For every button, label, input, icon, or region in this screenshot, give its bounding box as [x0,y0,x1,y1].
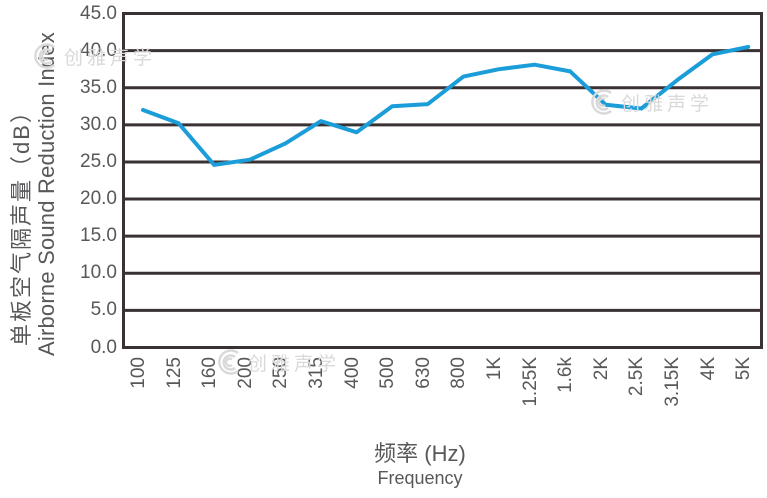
x-tick-label: 1.6k [555,357,577,393]
x-tick-label: 1K [484,357,505,381]
x-tick-label: 500 [377,357,399,389]
x-tick-label: 3.15K [662,357,683,407]
y-tick-label: 40.0 [80,39,117,61]
sound-reduction-index-line [141,44,751,167]
y-tick-label: 45.0 [80,2,117,24]
x-tick-label: 800 [448,357,470,389]
y-tick-label: 5.0 [90,299,117,321]
y-tick-label: 35.0 [80,76,117,98]
y-tick-label: 30.0 [80,113,117,135]
x-tick-label: 1.25K [519,357,541,407]
x-axis-title-english: Frequency [377,468,463,488]
x-tick-label: 5K [733,357,755,381]
x-tick-label: 2K [590,357,612,381]
x-tick-label: 315 [306,357,327,389]
x-axis-title: 频率 (Hz) Frequency [270,441,570,489]
x-tick-label: 160 [199,357,221,389]
y-tick-label: 0.0 [90,336,117,358]
x-tick-label: 630 [412,357,434,389]
x-tick-label: 400 [341,357,363,389]
y-tick-label: 25.0 [80,150,117,172]
y-tick-label: 20.0 [80,188,117,210]
y-tick-label: 15.0 [80,225,117,247]
x-tick-label: 100 [128,357,149,389]
x-tick-label: 200 [234,357,256,389]
x-tick-label: 4K [697,357,719,381]
y-tick-label: 10.0 [80,262,117,284]
x-tick-label: 2.5K [626,357,648,397]
x-axis-title-chinese: 频率 (Hz) [374,441,466,466]
x-tick-label: 250 [270,357,292,389]
x-tick-label: 125 [163,357,185,389]
plot-border [122,12,763,349]
